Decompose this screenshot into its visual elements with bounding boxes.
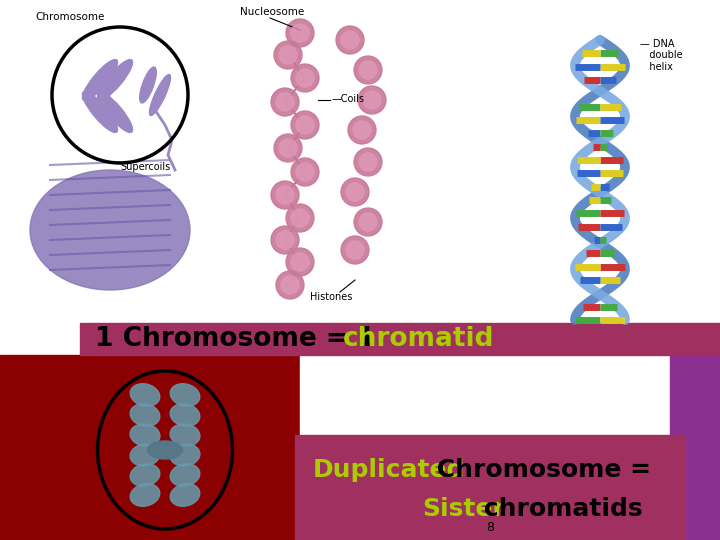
Bar bbox=[0, 0, 720, 323]
Circle shape bbox=[276, 271, 304, 299]
Circle shape bbox=[354, 208, 382, 236]
Circle shape bbox=[341, 31, 359, 49]
Ellipse shape bbox=[170, 444, 200, 466]
Text: chromatid: chromatid bbox=[343, 326, 495, 352]
Circle shape bbox=[276, 186, 294, 204]
Ellipse shape bbox=[130, 444, 160, 466]
Circle shape bbox=[291, 158, 319, 186]
Text: —Coils: —Coils bbox=[332, 94, 365, 104]
Ellipse shape bbox=[170, 384, 199, 406]
Ellipse shape bbox=[30, 170, 190, 290]
Ellipse shape bbox=[170, 464, 200, 486]
Circle shape bbox=[354, 56, 382, 84]
Circle shape bbox=[291, 111, 319, 139]
Circle shape bbox=[279, 139, 297, 157]
Ellipse shape bbox=[150, 75, 171, 116]
Circle shape bbox=[363, 91, 381, 109]
Text: Duplicated: Duplicated bbox=[313, 457, 465, 482]
Circle shape bbox=[346, 183, 364, 201]
Circle shape bbox=[346, 241, 364, 259]
Circle shape bbox=[291, 24, 309, 42]
Text: Supercoils: Supercoils bbox=[120, 162, 170, 172]
Ellipse shape bbox=[83, 92, 117, 132]
Text: Sister: Sister bbox=[422, 496, 505, 521]
Ellipse shape bbox=[170, 404, 200, 426]
Bar bbox=[80, 323, 720, 355]
Circle shape bbox=[291, 64, 319, 92]
Ellipse shape bbox=[130, 404, 160, 426]
Circle shape bbox=[276, 93, 294, 111]
Circle shape bbox=[276, 231, 294, 249]
Text: — DNA
   double
   helix: — DNA double helix bbox=[640, 39, 683, 72]
Circle shape bbox=[271, 226, 299, 254]
Circle shape bbox=[359, 153, 377, 171]
Text: 8: 8 bbox=[486, 521, 494, 534]
Circle shape bbox=[291, 209, 309, 227]
Circle shape bbox=[358, 86, 386, 114]
Text: chromatids: chromatids bbox=[475, 496, 643, 521]
Ellipse shape bbox=[130, 464, 160, 486]
Circle shape bbox=[286, 248, 314, 276]
Bar bbox=[0, 355, 300, 540]
Circle shape bbox=[271, 181, 299, 209]
Circle shape bbox=[359, 213, 377, 231]
Circle shape bbox=[354, 148, 382, 176]
Text: Nucleosome: Nucleosome bbox=[240, 7, 305, 17]
Ellipse shape bbox=[97, 92, 132, 132]
Circle shape bbox=[296, 69, 314, 87]
Circle shape bbox=[279, 46, 297, 64]
Ellipse shape bbox=[170, 424, 200, 446]
Circle shape bbox=[274, 41, 302, 69]
Ellipse shape bbox=[170, 484, 199, 507]
Circle shape bbox=[341, 236, 369, 264]
Circle shape bbox=[296, 116, 314, 134]
Circle shape bbox=[281, 276, 299, 294]
Ellipse shape bbox=[97, 59, 132, 100]
Ellipse shape bbox=[130, 424, 160, 446]
Bar bbox=[670, 355, 720, 540]
Text: Histones: Histones bbox=[310, 292, 352, 302]
Circle shape bbox=[336, 26, 364, 54]
Circle shape bbox=[341, 178, 369, 206]
Circle shape bbox=[359, 61, 377, 79]
Ellipse shape bbox=[130, 384, 160, 406]
Text: 1 Chromosome = 1: 1 Chromosome = 1 bbox=[95, 326, 384, 352]
Bar bbox=[300, 355, 670, 540]
Circle shape bbox=[291, 253, 309, 271]
Circle shape bbox=[353, 121, 371, 139]
Ellipse shape bbox=[148, 441, 182, 459]
Circle shape bbox=[271, 88, 299, 116]
Ellipse shape bbox=[140, 67, 156, 103]
Bar bbox=[295, 435, 685, 540]
Circle shape bbox=[274, 134, 302, 162]
Text: Chromosome =: Chromosome = bbox=[428, 457, 651, 482]
Circle shape bbox=[286, 19, 314, 47]
Circle shape bbox=[296, 163, 314, 181]
Circle shape bbox=[348, 116, 376, 144]
Circle shape bbox=[286, 204, 314, 232]
Ellipse shape bbox=[83, 59, 117, 100]
Text: Chromosome: Chromosome bbox=[35, 12, 104, 22]
Ellipse shape bbox=[130, 484, 160, 507]
